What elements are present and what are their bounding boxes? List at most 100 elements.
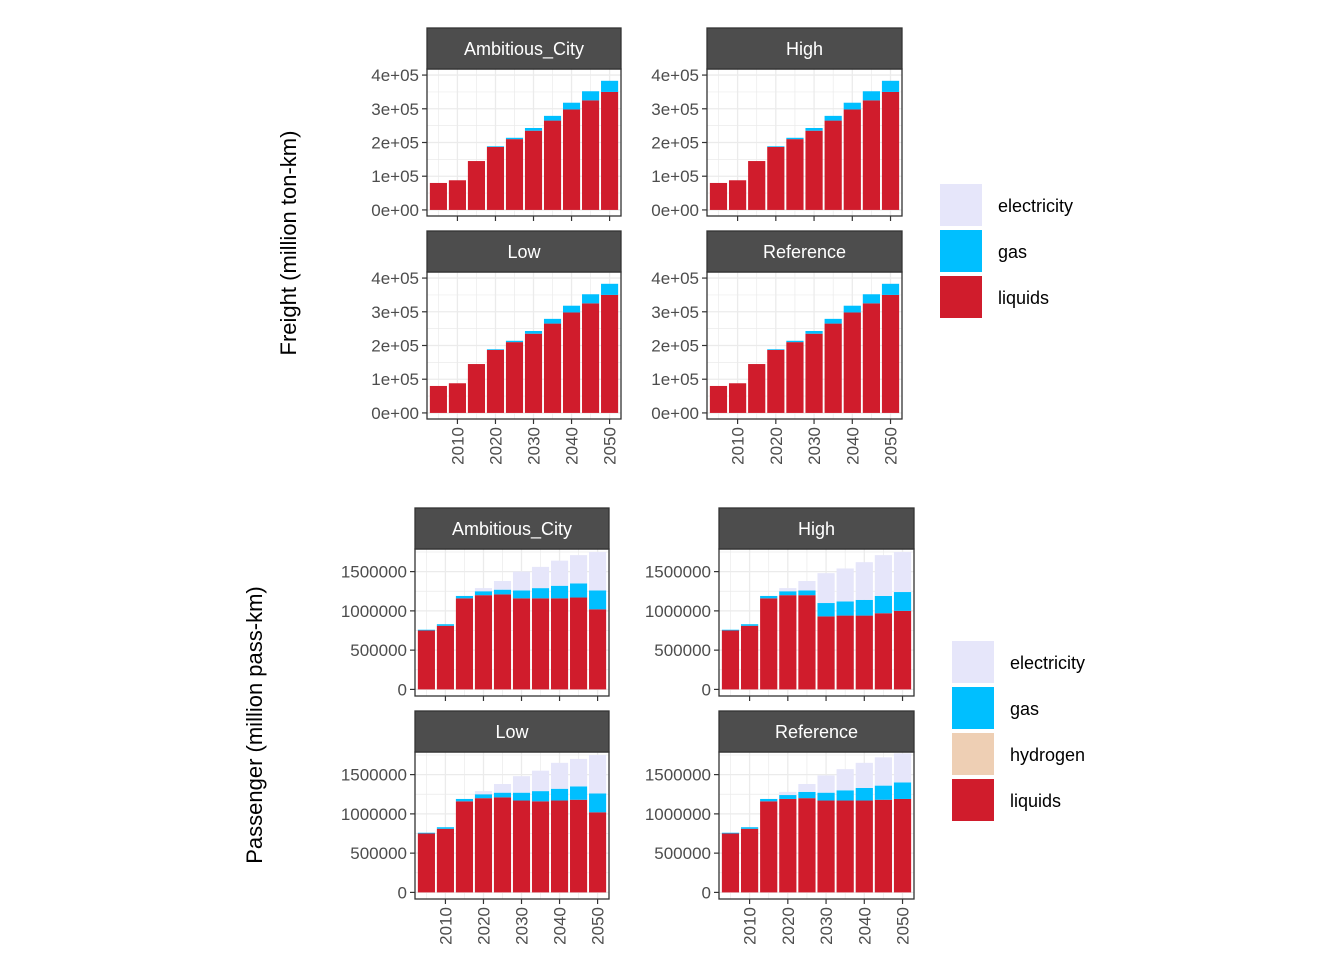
bar-liquids <box>786 139 804 210</box>
y-tick-label: 0e+00 <box>371 201 419 220</box>
bar-liquids <box>436 625 454 690</box>
chart-group-passenger: Passenger (million pass-km) Ambitious_Cit… <box>242 507 1085 945</box>
bar-gas <box>524 128 543 131</box>
bar-gas <box>843 102 861 110</box>
bar-electricity <box>855 562 873 600</box>
bar-liquids <box>798 798 816 893</box>
bar-liquids <box>474 798 493 893</box>
bar-liquids <box>455 598 474 690</box>
y-tick-label: 3e+05 <box>651 100 699 119</box>
legend-key-electricity <box>952 641 994 683</box>
bar-gas <box>455 798 474 802</box>
x-tick-label: 2020 <box>486 427 505 465</box>
bar-gas <box>805 128 823 131</box>
bar-gas <box>843 305 861 313</box>
bar-liquids <box>543 120 562 210</box>
y-tick-label: 0e+00 <box>651 201 699 220</box>
facet-strip-label: Low <box>507 242 541 262</box>
facet-strip-label: Ambitious_City <box>452 519 572 540</box>
bar-liquids <box>570 799 588 893</box>
bar-liquids <box>505 342 524 413</box>
facet-strip <box>706 27 903 70</box>
bar-gas <box>543 318 562 324</box>
legend-label: liquids <box>1010 791 1061 811</box>
bar-gas <box>805 331 823 334</box>
bar-gas <box>474 591 493 596</box>
legend-key-gas <box>940 230 982 272</box>
x-tick-label: 2020 <box>474 907 493 945</box>
facet-strip-label: Reference <box>775 722 858 742</box>
bar-gas <box>721 832 740 834</box>
y-tick-label: 500000 <box>654 641 711 660</box>
x-tick-label: 2030 <box>817 907 836 945</box>
bar-gas <box>740 624 759 626</box>
bar-gas <box>570 786 588 800</box>
bar-gas <box>874 595 893 614</box>
bar-gas <box>493 589 512 595</box>
bar-liquids <box>881 91 900 210</box>
bar-gas <box>417 832 435 834</box>
legend-key-liquids <box>952 779 994 821</box>
bar-liquids <box>874 799 893 893</box>
y-tick-label: 1e+05 <box>651 370 699 389</box>
bar-electricity <box>893 753 912 783</box>
y-tick-label: 0 <box>702 883 711 902</box>
bar-gas <box>786 137 804 140</box>
y-tick-label: 2e+05 <box>371 337 419 356</box>
bar-gas <box>589 793 607 813</box>
bar-gas <box>893 592 912 611</box>
bar-liquids <box>417 630 435 690</box>
bar-gas <box>562 305 581 313</box>
legend: electricity gas hydrogen liquids <box>952 641 1085 821</box>
bar-liquids <box>855 615 873 690</box>
x-tick-label: 2020 <box>779 907 798 945</box>
bar-gas <box>582 91 600 101</box>
y-tick-label: 4e+05 <box>371 66 419 85</box>
bar-gas <box>862 91 881 101</box>
bar-liquids <box>874 613 893 690</box>
bar-electricity <box>817 775 835 793</box>
facet-strip-label: High <box>786 39 823 59</box>
bar-liquids <box>436 828 454 893</box>
chart-group-freight: Freight (million ton-km) Ambitious_City 0e… <box>276 27 1073 465</box>
legend-label: electricity <box>998 196 1073 216</box>
bar-liquids <box>562 312 581 413</box>
x-tick-label: 2010 <box>436 907 455 945</box>
bar-gas <box>893 782 912 799</box>
bar-gas <box>417 629 435 631</box>
facet-strip <box>426 230 622 273</box>
bar-gas <box>531 791 550 802</box>
y-tick-label: 1e+05 <box>371 370 419 389</box>
facet-strip-label: Reference <box>763 242 846 262</box>
bar-electricity <box>531 770 550 792</box>
bar-liquids <box>505 139 524 210</box>
bar-gas <box>582 294 600 304</box>
bar-gas <box>486 146 505 147</box>
x-tick-label: 2050 <box>601 427 620 465</box>
y-tick-label: 1500000 <box>645 563 711 582</box>
bar-gas <box>589 590 607 610</box>
y-tick-label: 4e+05 <box>651 66 699 85</box>
bar-gas <box>505 137 524 140</box>
bar-liquids <box>709 385 728 413</box>
bar-liquids <box>493 797 512 893</box>
bar-liquids <box>843 312 861 413</box>
y-axis-title: Passenger (million pass-km) <box>242 586 267 864</box>
facet-strip-label: Ambitious_City <box>464 39 584 60</box>
bar-liquids <box>512 800 531 893</box>
facet-panel: Reference 0e+00 1e+05 2e+05 3e+05 4e+05 2010 20… <box>651 230 903 465</box>
bar-gas <box>760 595 778 599</box>
bar-liquids <box>448 180 466 210</box>
bar-electricity <box>493 581 512 590</box>
bar-gas <box>550 585 569 599</box>
bar-electricity <box>779 588 797 592</box>
bar-liquids <box>779 798 797 893</box>
y-tick-label: 1000000 <box>645 805 711 824</box>
y-tick-label: 0 <box>702 680 711 699</box>
legend-label: gas <box>1010 699 1039 719</box>
bar-liquids <box>881 294 900 413</box>
legend-key-electricity <box>940 184 982 226</box>
bar-gas <box>474 794 493 799</box>
y-tick-label: 1500000 <box>341 563 407 582</box>
facet-strip <box>414 507 610 550</box>
